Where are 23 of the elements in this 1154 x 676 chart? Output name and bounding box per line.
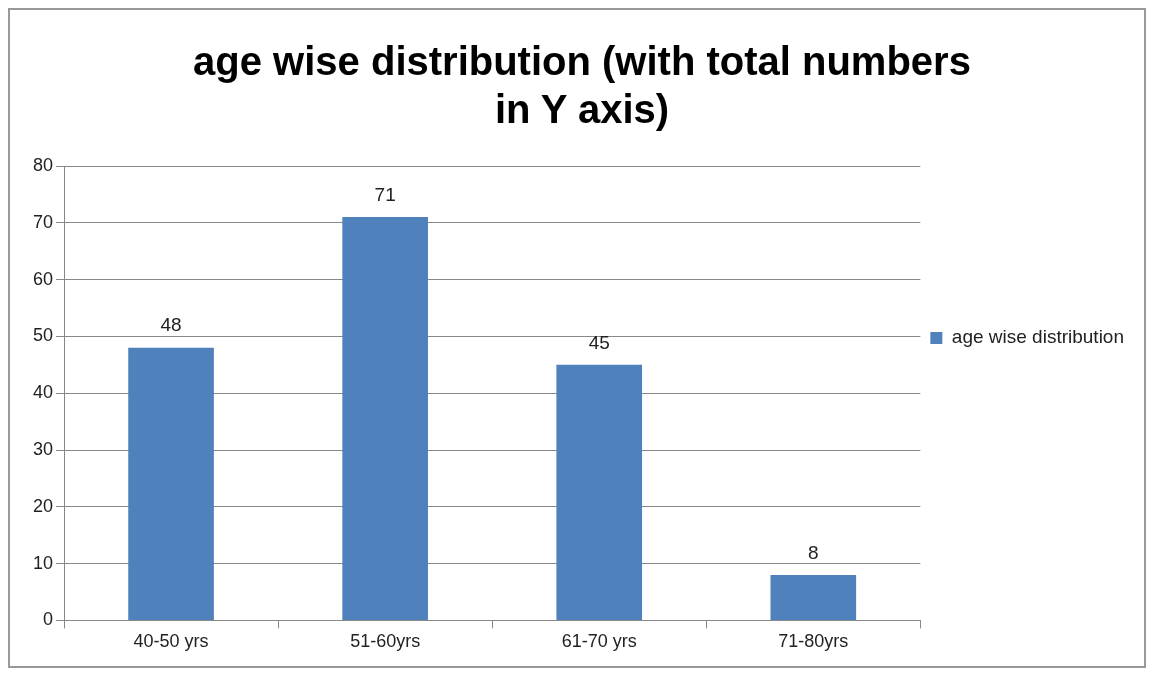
y-tick-label: 0 (43, 609, 54, 630)
y-tick-label: 80 (32, 154, 54, 175)
y-tick-label: 20 (32, 495, 54, 516)
data-label: 8 (808, 541, 819, 563)
bar (128, 347, 214, 620)
x-tick-label: 51-60yrs (350, 631, 421, 652)
y-tick-label: 60 (32, 268, 54, 289)
y-tick-label: 50 (32, 325, 54, 346)
data-label: 71 (374, 183, 396, 205)
y-tick-label: 10 (32, 552, 54, 573)
chart-title: age wise distribution (with total numbers in Y axis) (193, 39, 971, 132)
y-tick-label: 30 (32, 438, 54, 459)
bar (770, 574, 857, 620)
data-label: 48 (160, 314, 182, 336)
x-tick-label: 40-50 yrs (133, 631, 209, 652)
legend-label: age wise distribution (951, 326, 1125, 348)
y-tick-label: 40 (32, 382, 54, 403)
y-tick-label: 70 (32, 211, 54, 232)
bar (556, 364, 643, 620)
x-tick-label: 71-80yrs (778, 631, 849, 652)
data-label: 45 (588, 331, 610, 353)
x-tick-label: 61-70 yrs (561, 631, 637, 652)
bar (342, 217, 428, 620)
